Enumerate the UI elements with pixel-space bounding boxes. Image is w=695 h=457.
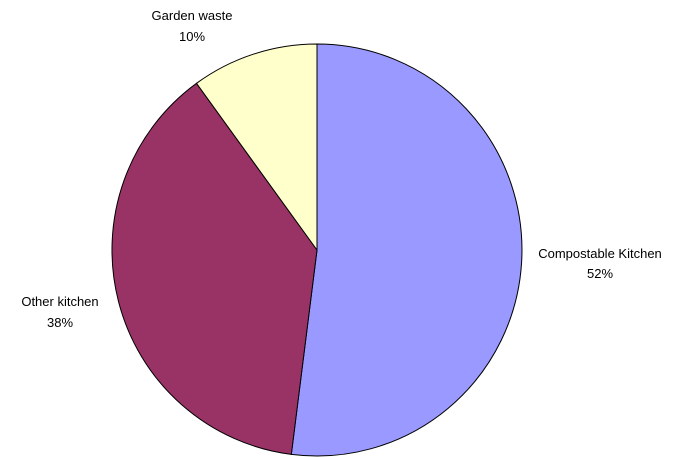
slice-name-label: Compostable Kitchen (538, 246, 662, 261)
slice-percent-label: 52% (587, 266, 613, 281)
pie-slices (111, 43, 523, 457)
pie-slice-other-kitchen (111, 82, 318, 455)
slice-name-label: Other kitchen (21, 294, 98, 309)
slice-percent-label: 38% (47, 315, 73, 330)
slice-percent-label: 10% (179, 29, 205, 44)
pie-labels: Compostable Kitchen 52% Other kitchen 38% Ga… (21, 8, 661, 330)
pie-slice-compostable-kitchen (290, 43, 523, 457)
pie-slice-garden-waste (195, 43, 318, 252)
slice-name-label: Garden waste (152, 8, 233, 23)
